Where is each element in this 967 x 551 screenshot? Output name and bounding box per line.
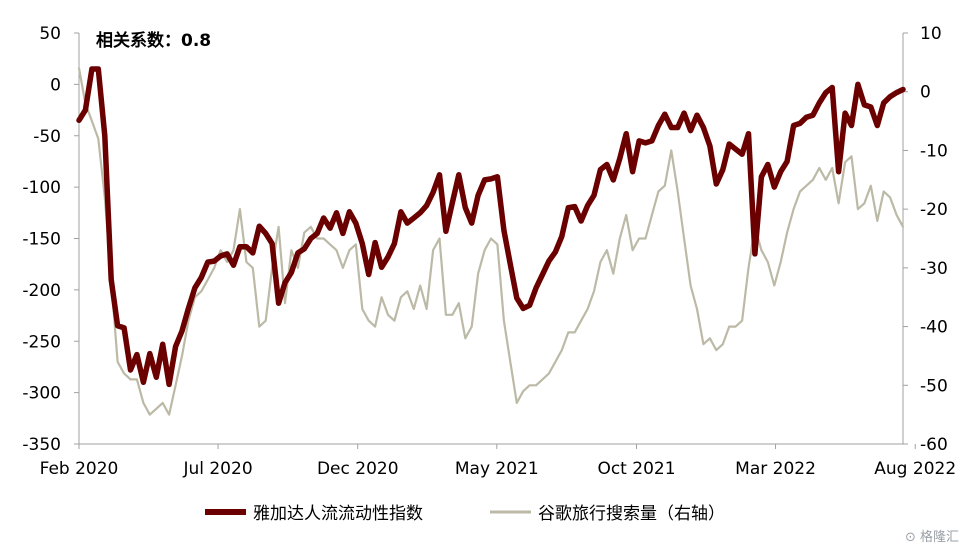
legend-label-travel-search: 谷歌旅行搜索量（右轴）: [538, 504, 725, 524]
left-tick-label: 50: [39, 24, 61, 44]
left-tick-label: -200: [22, 281, 61, 301]
x-tick-label: Dec 2020: [317, 459, 399, 479]
legend-label-mobility: 雅加达人流流动性指数: [253, 504, 423, 524]
left-tick-label: -350: [22, 435, 61, 455]
x-tick-label: Oct 2021: [597, 459, 675, 479]
left-tick-label: -100: [22, 178, 61, 198]
legend: 雅加达人流流动性指数 谷歌旅行搜索量（右轴）: [205, 504, 725, 524]
left-tick-label: 0: [50, 75, 61, 95]
watermark: ⊙ 格隆汇: [904, 530, 959, 545]
x-tick-label: May 2021: [455, 459, 539, 479]
right-tick-label: 10: [920, 24, 942, 44]
axes: 50 0 -50 -100 -150 -200 -250 -300 -350 10 0 -10 -20 -…: [22, 24, 956, 479]
series-line-travel-search: [77, 67, 905, 416]
right-tick-label: -40: [920, 318, 948, 338]
right-tick-label: -50: [920, 376, 948, 396]
series-line-mobility: [76, 66, 906, 388]
left-tick-label: -150: [22, 230, 61, 250]
x-tick-label: Feb 2020: [40, 459, 119, 479]
right-tick-label: -60: [920, 435, 948, 455]
correlation-annotation: 相关系数：0.8: [96, 30, 211, 51]
right-tick-label: 0: [920, 83, 931, 103]
x-tick-label: Aug 2022: [874, 459, 956, 479]
left-tick-label: -300: [22, 384, 61, 404]
right-tick-label: -10: [920, 141, 948, 161]
right-tick-label: -20: [920, 200, 948, 220]
x-tick-label: Jul 2020: [182, 459, 252, 479]
left-tick-label: -250: [22, 332, 61, 352]
x-tick-label: Mar 2022: [735, 459, 816, 479]
series-layer: [76, 66, 906, 416]
left-tick-label: -50: [33, 127, 61, 147]
right-tick-label: -30: [920, 259, 948, 279]
